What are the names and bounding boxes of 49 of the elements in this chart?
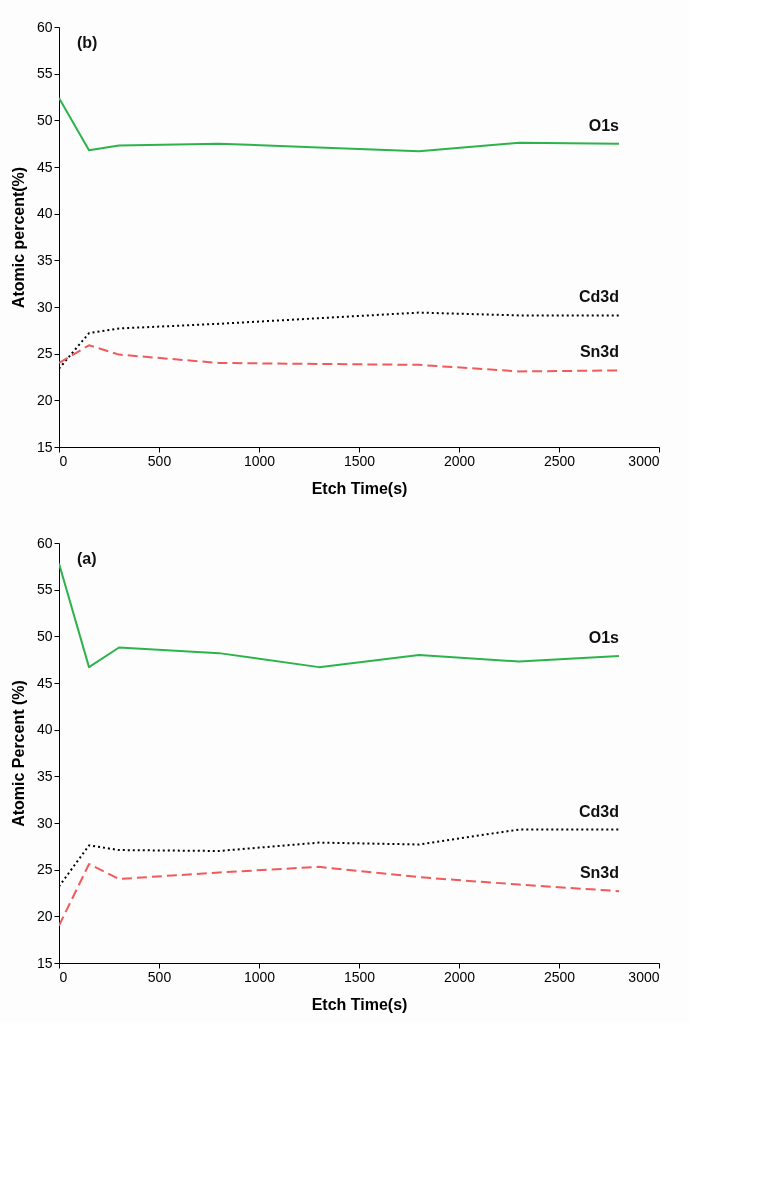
y-tick-label: 40 — [36, 205, 53, 222]
y-tick-label: 20 — [36, 391, 53, 408]
series-label: Sn3d — [579, 343, 619, 361]
y-tick-label: 50 — [36, 111, 53, 128]
x-tick-label: 500 — [147, 968, 172, 985]
x-tick-label: 2000 — [443, 968, 476, 985]
series-label: O1s — [588, 116, 620, 134]
series-label: Cd3d — [579, 288, 619, 306]
annotation: (a) — [77, 550, 97, 567]
y-tick-label: 30 — [36, 814, 53, 831]
y-tick-label: 35 — [36, 767, 53, 784]
x-tick-label: 3000 — [628, 968, 660, 985]
y-tick-label: 55 — [36, 65, 53, 82]
y-tick-label: 60 — [36, 18, 53, 35]
x-tick-label: 1000 — [243, 968, 276, 985]
y-tick-label: 45 — [36, 158, 53, 175]
y-tick-label: 25 — [36, 345, 53, 362]
y-tick-label: 15 — [36, 954, 53, 971]
series-label: Cd3d — [579, 802, 619, 820]
y-tick-label: 35 — [36, 251, 53, 268]
x-axis-title: Etch Time(s) — [311, 479, 408, 497]
x-tick-label: 1500 — [343, 968, 376, 985]
y-tick-label: 20 — [36, 907, 53, 924]
x-tick-label: 2500 — [543, 452, 576, 469]
series-label: O1s — [588, 628, 620, 646]
x-tick-label: 1000 — [243, 452, 276, 469]
x-tick-label: 2000 — [443, 452, 476, 469]
line-series — [59, 863, 620, 927]
x-tick-label: 3000 — [628, 452, 660, 469]
y-tick-label: 25 — [36, 861, 53, 878]
x-tick-label: 1500 — [343, 452, 376, 469]
x-tick-label: 0 — [59, 968, 68, 985]
x-tick-label: 0 — [59, 452, 68, 469]
series-label: Sn3d — [579, 864, 619, 882]
y-tick-label: 40 — [36, 721, 53, 738]
line-series — [59, 344, 620, 373]
x-axis-title: Etch Time(s) — [311, 995, 408, 1013]
y-tick-label: 60 — [36, 534, 53, 551]
y-axis-title: Atomic Percent (%) — [9, 680, 27, 827]
line-series — [59, 96, 620, 153]
x-tick-label: 2500 — [543, 968, 576, 985]
y-tick-label: 45 — [36, 674, 53, 691]
y-axis-title: Atomic percent(%) — [9, 166, 27, 309]
y-tick-label: 50 — [36, 627, 53, 644]
y-tick-label: 30 — [36, 298, 53, 315]
x-tick-label: 500 — [147, 452, 172, 469]
y-tick-label: 15 — [36, 438, 53, 455]
y-tick-label: 55 — [36, 581, 53, 598]
annotation: (b) — [77, 34, 98, 51]
